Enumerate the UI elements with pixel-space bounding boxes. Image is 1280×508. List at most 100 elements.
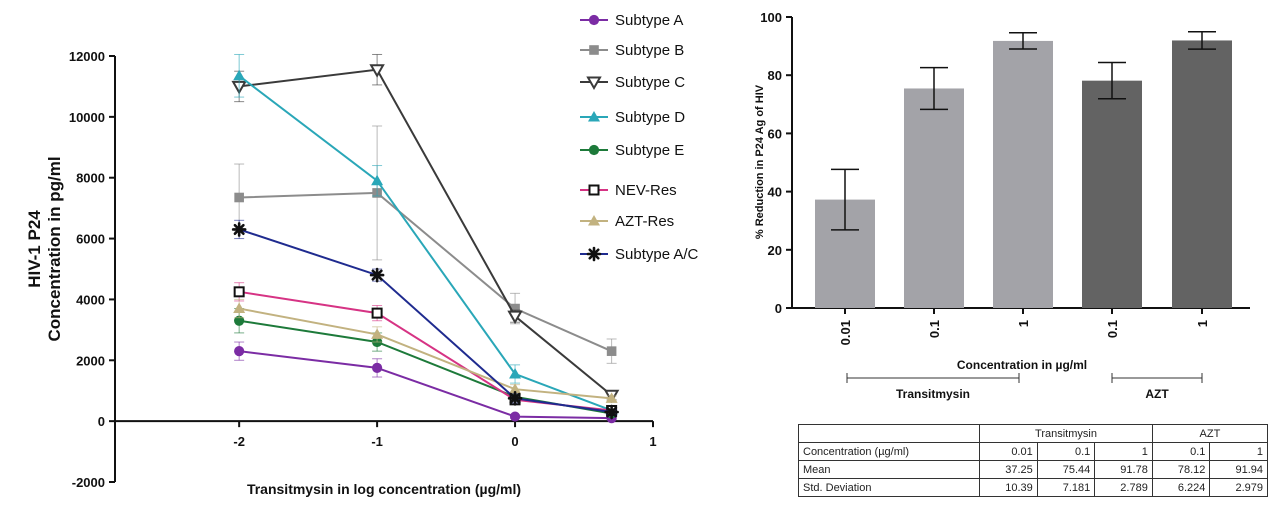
stats-table: Transitmysin AZT Concentration (µg/ml) 0…	[797, 424, 1269, 497]
bar-chart-x-tick-label: 1	[1016, 320, 1031, 327]
line-chart-series-subtype-c	[231, 53, 620, 404]
legend-label: Subtype A/C	[615, 246, 699, 263]
stats-cell: 91.94	[1209, 460, 1268, 479]
line-chart-point	[509, 367, 522, 379]
bar-chart-y-tick-label: 40	[768, 185, 782, 200]
line-chart-ylabel-line1: HIV-1 P24	[25, 210, 44, 288]
stats-cell: 2.979	[1209, 478, 1268, 497]
stats-table-row-concentration: Concentration (µg/ml) 0.01 0.1 1 0.1 1	[797, 442, 1268, 461]
line-chart-series-subtype-a-c	[231, 219, 619, 420]
line-chart-point	[507, 391, 523, 406]
bar-chart-x-tick-label: 0.1	[927, 320, 942, 338]
line-chart-y-tick-label: 8000	[76, 171, 105, 186]
line-chart-point	[509, 383, 522, 394]
line-chart-point	[371, 328, 384, 339]
legend-label: Subtype A	[615, 12, 683, 29]
line-chart-point	[369, 267, 385, 283]
legend-label: Subtype E	[615, 142, 684, 159]
bar-group-label: Transitmysin	[896, 387, 970, 401]
line-chart-series-line	[239, 350, 612, 420]
bar-chart-x-tick-label: 0.1	[1105, 320, 1120, 338]
line-chart-point	[605, 392, 618, 403]
line-chart-point	[586, 76, 602, 91]
line-chart-x-tick-label: 0	[511, 434, 518, 449]
line-chart-point	[507, 310, 523, 325]
line-chart-point	[586, 246, 602, 262]
stats-row-label: Concentration (µg/ml)	[797, 442, 981, 461]
line-chart-series-nev-res	[233, 282, 618, 416]
stats-cell: 1	[1209, 442, 1268, 461]
stats-table-row-std: Std. Deviation 10.39 7.181 2.789 6.224 2…	[797, 478, 1268, 497]
bar	[1172, 40, 1232, 309]
stats-cell: 1	[1094, 442, 1153, 461]
line-chart-y-tick-label: -2000	[72, 475, 105, 490]
line-chart-point	[231, 222, 247, 237]
line-chart-y-tick-label: 12000	[69, 49, 105, 64]
legend-label: AZT-Res	[615, 213, 674, 230]
line-chart-point	[604, 404, 619, 420]
line-chart-point	[372, 362, 383, 373]
stats-cell: 7.181	[1036, 478, 1096, 497]
stats-cell: 6.224	[1151, 478, 1211, 497]
bar	[904, 88, 964, 308]
legend-label: Subtype C	[615, 74, 685, 91]
line-chart-legend: Subtype A Subtype B Subtype C Subtype D Subt…	[580, 12, 699, 263]
legend-item-subtype-d: Subtype D	[580, 109, 685, 126]
line-chart-point	[588, 14, 600, 26]
stats-cell: 2.789	[1094, 478, 1153, 497]
stats-table-group-transitmysin: Transitmysin	[979, 424, 1153, 443]
stats-cell: 0.1	[1036, 442, 1096, 461]
bar-chart-x-tick-label: 0.01	[838, 320, 853, 345]
stats-table-group-azt: AZT	[1151, 424, 1269, 443]
bar-chart-y-tick-label: 60	[768, 126, 782, 141]
line-chart-point	[369, 64, 385, 78]
line-chart-series	[231, 53, 620, 424]
legend-item-subtype-b: Subtype B	[580, 42, 684, 59]
line-chart-point	[234, 346, 245, 357]
line-chart-series-subtype-b	[234, 125, 617, 364]
line-chart-series-line	[238, 228, 612, 414]
line-chart-series-line	[239, 191, 613, 353]
stats-cell: 10.39	[979, 478, 1038, 497]
bar-chart-y-tick-label: 20	[768, 243, 782, 258]
bar-chart-bars: 0.01 0.1 1 0.1 1	[815, 31, 1232, 345]
bar-chart-y-tick-label: 0	[775, 301, 782, 316]
line-chart-y-tick-label: 10000	[69, 110, 105, 125]
line-chart-y-tick-label: 0	[98, 414, 105, 429]
line-chart-x-tick-label: -2	[233, 434, 245, 449]
line-chart-series-line	[238, 307, 612, 400]
bar-group-label: AZT	[1145, 387, 1169, 401]
legend-item-nev-res: NEV-Res	[580, 182, 677, 199]
line-chart-point	[510, 303, 520, 314]
line-chart-ylabel-line2: Concentration in pg/ml	[45, 156, 64, 341]
line-chart-xlabel: Transitmysin in log concentration (µg/ml…	[247, 481, 521, 497]
stats-row-label: Mean	[797, 460, 981, 479]
line-chart-series-line	[238, 74, 612, 412]
bar-chart-xlabel: Concentration in µg/ml	[957, 358, 1087, 372]
line-chart-point	[588, 184, 600, 196]
legend-item-azt-res: AZT-Res	[580, 213, 674, 230]
bar-chart: % Reduction in P24 Ag of HIV Concentrati…	[754, 10, 1250, 401]
line-chart-x-tick-label: -1	[371, 434, 383, 449]
bar-chart-groups: Transitmysin AZT	[846, 373, 1203, 401]
line-chart-axes: -2000 0 2000 4000 6000 8000 10000 12000 -2 -1 0 1	[69, 49, 657, 490]
stats-table-corner-cell	[797, 424, 981, 443]
line-chart-y-tick-label: 2000	[76, 353, 105, 368]
bar-chart-y-tick-label: 100	[760, 10, 782, 25]
line-chart-series-line	[239, 319, 612, 415]
bar-chart-y-tick-label: 80	[768, 68, 782, 83]
line-chart-point	[509, 411, 521, 422]
stats-row-label: Std. Deviation	[797, 478, 981, 497]
line-chart-series-azt-res	[233, 298, 618, 403]
legend-item-subtype-a: Subtype A	[580, 12, 683, 29]
line-chart-series-line	[239, 68, 613, 397]
legend-item-subtype-c: Subtype C	[580, 74, 685, 91]
line-chart-point	[233, 302, 246, 314]
line-chart-point	[371, 307, 383, 319]
line-chart-x-tick-label: 1	[649, 434, 656, 449]
legend-label: Subtype D	[615, 109, 685, 126]
stats-table-group-row: Transitmysin AZT	[797, 424, 1269, 443]
stats-cell: 75.44	[1036, 460, 1096, 479]
bar-chart-x-tick-label: 1	[1195, 320, 1210, 327]
legend-label: Subtype B	[615, 42, 684, 59]
